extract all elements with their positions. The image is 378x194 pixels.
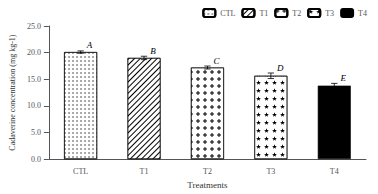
svg-text:T4: T4 [330, 167, 339, 176]
svg-text:D: D [276, 63, 284, 73]
svg-text:B: B [150, 46, 156, 56]
svg-text:5.0: 5.0 [31, 128, 41, 137]
svg-text:25.0: 25.0 [27, 22, 41, 31]
svg-text:T3: T3 [325, 9, 334, 18]
svg-text:T1: T1 [140, 167, 149, 176]
svg-text:Treatments: Treatments [187, 180, 228, 190]
svg-text:CTL: CTL [73, 167, 88, 176]
svg-text:15.0: 15.0 [27, 75, 41, 84]
svg-text:CTL: CTL [220, 9, 235, 18]
svg-text:T4: T4 [358, 9, 367, 18]
svg-text:A: A [86, 40, 93, 50]
svg-text:C: C [214, 56, 221, 66]
svg-text:20.0: 20.0 [27, 48, 41, 57]
svg-text:T2: T2 [203, 167, 212, 176]
svg-text:0.0: 0.0 [31, 155, 41, 164]
svg-text:T3: T3 [266, 167, 275, 176]
svg-text:E: E [339, 73, 346, 83]
svg-text:T1: T1 [259, 9, 268, 18]
svg-text:10.0: 10.0 [27, 101, 41, 110]
svg-text:Cadaverine concentration (mg k: Cadaverine concentration (mg kg-1) [8, 34, 17, 151]
svg-text:T2: T2 [292, 9, 301, 18]
